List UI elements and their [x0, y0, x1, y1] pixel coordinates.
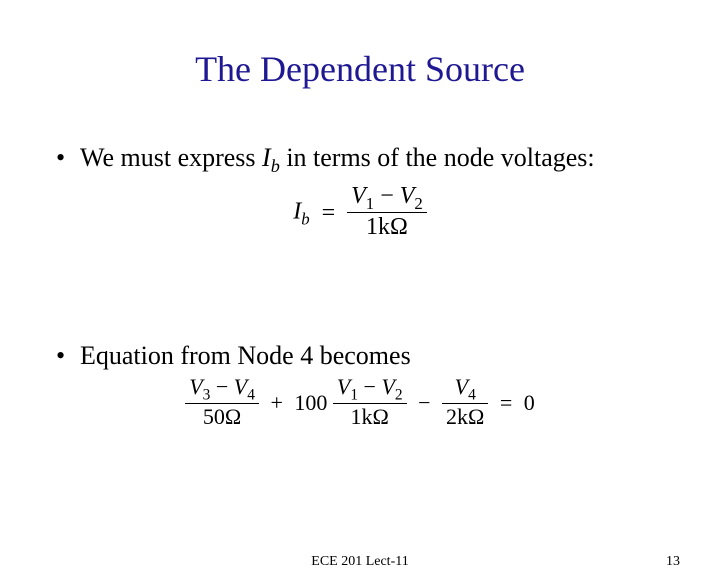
- eq2-t1-b-sub: 4: [247, 386, 255, 403]
- bullet-1-symbol-sub: b: [271, 156, 280, 176]
- page-number: 13: [666, 554, 680, 570]
- bullet-item-2: Equation from Node 4 becomes: [56, 340, 680, 373]
- eq2-t2-b-sub: 2: [395, 386, 403, 403]
- bullet-list: We must express Ib in terms of the node …: [0, 142, 720, 178]
- eq2-equals: =: [494, 390, 518, 416]
- eq2-t2-minus: −: [364, 374, 382, 399]
- eq2-plus1: +: [264, 390, 288, 416]
- eq1-num-a-var: V: [351, 183, 366, 209]
- eq2-term3: V4 2kΩ: [442, 375, 488, 431]
- eq2-t1-a-var: V: [189, 374, 202, 399]
- eq2-minus2: −: [412, 390, 436, 416]
- eq2-t1-minus: −: [216, 374, 234, 399]
- eq2-t2-den: 1kΩ: [333, 404, 407, 430]
- equation-2: V3 − V4 50Ω + 100 V1 − V2 1kΩ − V4 2kΩ =…: [0, 375, 720, 431]
- eq2-t2-a-sub: 1: [350, 386, 358, 403]
- eq2-t1-a-sub: 3: [203, 386, 211, 403]
- bullet-list-2: Equation from Node 4 becomes: [0, 340, 720, 373]
- eq2-term1: V3 − V4 50Ω: [185, 375, 259, 431]
- bullet-1-suffix: in terms of the node voltages:: [280, 143, 595, 172]
- eq2-t3-sub: 4: [468, 386, 476, 403]
- eq1-num-b-sub: 2: [414, 194, 422, 213]
- eq1-lhs-var: I: [293, 199, 301, 225]
- eq1-fraction: V1 − V2 1kΩ: [347, 184, 427, 242]
- slide-title: The Dependent Source: [0, 48, 720, 90]
- eq1-den: 1kΩ: [347, 213, 427, 242]
- footer-label: ECE 201 Lect-11: [0, 554, 720, 570]
- eq1-lhs-sub: b: [301, 209, 309, 228]
- bullet-1-symbol: I: [262, 143, 271, 172]
- eq2-coef: 100: [294, 390, 327, 416]
- eq2-rhs: 0: [524, 390, 535, 416]
- eq1-num-minus: −: [380, 183, 400, 209]
- eq2-t2-b-var: V: [381, 374, 394, 399]
- eq2-t1-den: 50Ω: [185, 404, 259, 430]
- eq2-t1-b-var: V: [234, 374, 247, 399]
- bullet-2-text: Equation from Node 4 becomes: [80, 341, 411, 370]
- eq2-t3-den: 2kΩ: [442, 404, 488, 430]
- eq2-t2-a-var: V: [337, 374, 350, 399]
- eq2-t3-var: V: [455, 374, 468, 399]
- bullet-item-1: We must express Ib in terms of the node …: [56, 142, 680, 178]
- eq1-num-a-sub: 1: [366, 194, 374, 213]
- eq1-num-b-var: V: [400, 183, 415, 209]
- eq1-equals: =: [316, 200, 342, 227]
- eq2-term2: V1 − V2 1kΩ: [333, 375, 407, 431]
- equation-1: Ib = V1 − V2 1kΩ: [0, 184, 720, 242]
- bullet-1-prefix: We must express: [80, 143, 262, 172]
